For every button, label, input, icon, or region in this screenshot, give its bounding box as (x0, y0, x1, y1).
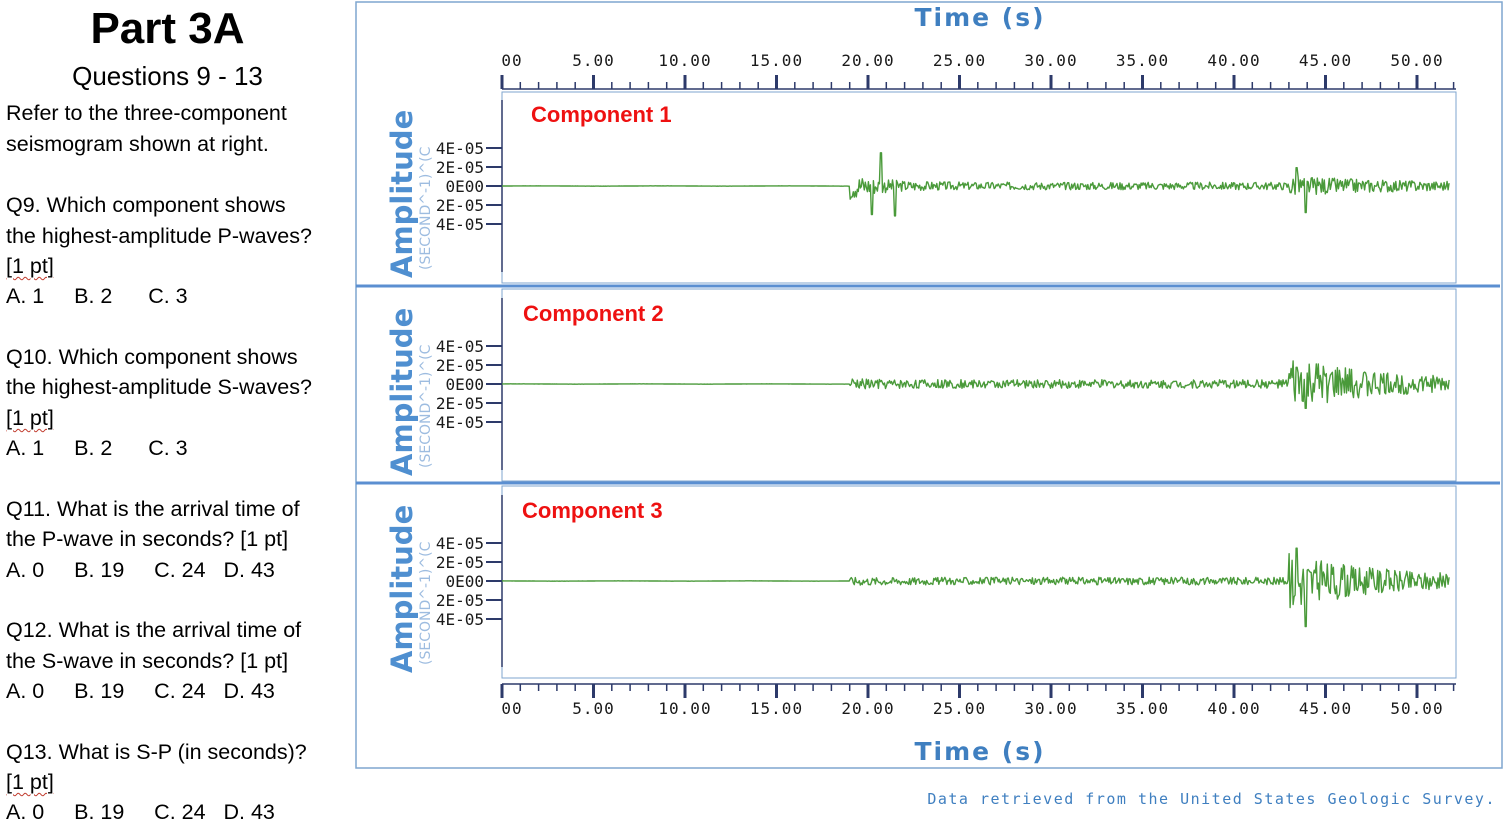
q11-choices: A. 0 B. 19 C. 24 D. 43 (6, 558, 275, 582)
y-tick-label: 4E-05 (436, 215, 484, 234)
y-tick-label: 0E00 (445, 375, 484, 394)
y-tick-label: 2E-05 (436, 356, 484, 375)
x-tick-label-bottom: 35.00 (1116, 699, 1169, 718)
q13-line-1: Q13. What is S-P (in seconds)? (6, 740, 307, 764)
question-panel: Part 3A Questions 9 - 13 Refer to the th… (0, 0, 350, 827)
x-tick-label-bottom: 5.00 (572, 699, 615, 718)
y-tick-label: 2E-05 (436, 591, 484, 610)
x-tick-label-bottom: 45.00 (1299, 699, 1352, 718)
component-label: Component 1 (531, 102, 672, 127)
q13-points: [1 pt] (6, 770, 54, 794)
x-tick-label-top: 20.00 (841, 51, 894, 70)
y-tick-label: 4E-05 (436, 610, 484, 629)
x-axis-title-bottom: Time (s) (914, 737, 1045, 766)
component-label: Component 2 (523, 301, 664, 326)
y-tick-label: 4E-05 (436, 139, 484, 158)
x-tick-label-bottom: 10.00 (658, 699, 711, 718)
q12-choices: A. 0 B. 19 C. 24 D. 43 (6, 679, 275, 703)
x-tick-label-top: 40.00 (1207, 51, 1260, 70)
seismogram-trace-2 (502, 360, 1450, 409)
seismogram-trace-3 (501, 547, 1450, 628)
y-tick-label: 2E-05 (436, 394, 484, 413)
y-tick-label: 4E-05 (436, 413, 484, 432)
chart-frame (355, 1, 1503, 769)
y-axis-subtitle: (SECOND^-1)^(C (418, 344, 434, 468)
y-axis-subtitle: (SECOND^-1)^(C (418, 541, 434, 665)
q10-points: [1 pt] (6, 406, 54, 430)
q13-choices: A. 0 B. 19 C. 24 D. 43 (6, 800, 275, 824)
y-tick-label: 0E00 (445, 572, 484, 591)
x-tick-label-bottom: 30.00 (1024, 699, 1077, 718)
q9-line-2: the highest-amplitude P-waves? (6, 224, 312, 248)
x-tick-label-bottom: 00 (501, 699, 522, 718)
x-tick-label-bottom: 20.00 (841, 699, 894, 718)
data-credit: Data retrieved from the United States Ge… (927, 790, 1496, 808)
y-tick-label: 2E-05 (436, 158, 484, 177)
x-tick-label-bottom: 40.00 (1207, 699, 1260, 718)
y-tick-label: 0E00 (445, 177, 484, 196)
x-tick-label-top: 25.00 (933, 51, 986, 70)
page-title: Part 3A (90, 4, 245, 53)
q11-line-1: Q11. What is the arrival time of (6, 497, 300, 521)
x-tick-label-bottom: 50.00 (1390, 699, 1443, 718)
x-tick-label-top: 5.00 (572, 51, 615, 70)
y-tick-label: 4E-05 (436, 337, 484, 356)
intro-line-1: Refer to the three-component (6, 101, 287, 125)
x-tick-label-top: 45.00 (1299, 51, 1352, 70)
x-tick-label-top: 50.00 (1390, 51, 1443, 70)
x-tick-label-top: 00 (501, 51, 522, 70)
y-tick-label: 2E-05 (436, 196, 484, 215)
q9-choices: A. 1 B. 2 C. 3 (6, 284, 188, 308)
y-axis-title: Amplitude (385, 505, 419, 673)
q9-line-1: Q9. Which component shows (6, 193, 286, 217)
y-axis-title: Amplitude (385, 308, 419, 476)
x-tick-label-top: 30.00 (1024, 51, 1077, 70)
q11-line-2: the P-wave in seconds? [1 pt] (6, 527, 289, 551)
intro-line-2: seismogram shown at right. (6, 132, 269, 156)
q12-line-2: the S-wave in seconds? [1 pt] (6, 649, 289, 673)
x-tick-label-top: 10.00 (658, 51, 711, 70)
q10-line-1: Q10. Which component shows (6, 345, 298, 369)
x-tick-label-bottom: 25.00 (933, 699, 986, 718)
x-tick-label-top: 15.00 (750, 51, 803, 70)
component-label: Component 3 (522, 498, 663, 523)
q10-line-2: the highest-amplitude S-waves? (6, 375, 312, 399)
y-axis-title: Amplitude (385, 110, 419, 278)
x-tick-label-bottom: 15.00 (750, 699, 803, 718)
x-axis-title-top: Time (s) (914, 3, 1045, 32)
y-tick-label: 4E-05 (436, 534, 484, 553)
q9-points: [1 pt] (6, 254, 54, 278)
y-tick-label: 2E-05 (436, 553, 484, 572)
x-tick-label-top: 35.00 (1116, 51, 1169, 70)
seismogram-trace-1 (502, 152, 1450, 217)
q12-line-1: Q12. What is the arrival time of (6, 618, 302, 642)
y-axis-subtitle: (SECOND^-1)^(C (418, 146, 434, 270)
q10-choices: A. 1 B. 2 C. 3 (6, 436, 188, 460)
page-subtitle: Questions 9 - 13 (72, 61, 263, 91)
